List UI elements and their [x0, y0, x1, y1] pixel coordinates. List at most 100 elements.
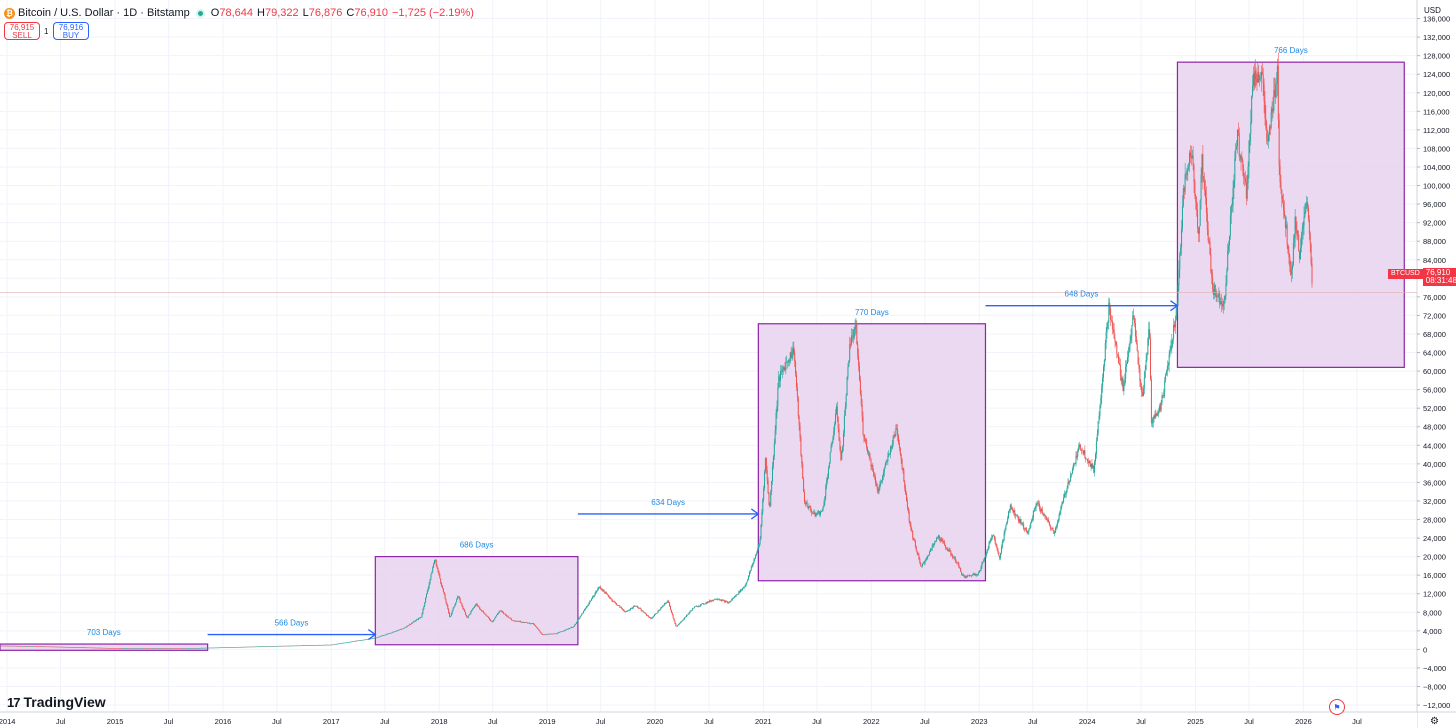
- candle-body: [294, 645, 296, 647]
- candle-body: [1071, 469, 1073, 474]
- candle-body: [1128, 344, 1130, 353]
- candle-body: [175, 648, 177, 649]
- price-tick-label: 92,000: [1423, 219, 1446, 228]
- candle-body: [1200, 174, 1202, 201]
- candle-body: [671, 612, 673, 615]
- candle-body: [446, 602, 448, 606]
- tradingview-logo[interactable]: 17 TradingView: [7, 693, 106, 711]
- currency-label[interactable]: USD: [1424, 6, 1441, 15]
- last-price-value: 76,910: [1425, 268, 1451, 277]
- us-flag-icon[interactable]: ⚑: [1329, 699, 1345, 715]
- price-tick-label: 88,000: [1423, 237, 1446, 246]
- candle-body: [547, 634, 549, 635]
- candle-body: [725, 601, 727, 602]
- candle-body: [276, 645, 278, 647]
- candle-body: [453, 606, 455, 609]
- candle-body: [259, 646, 261, 648]
- candle-body: [791, 354, 793, 358]
- candle-body: [1304, 211, 1306, 217]
- candle-body: [1188, 165, 1190, 170]
- candle-body: [1081, 450, 1083, 451]
- candle-body: [420, 617, 422, 618]
- candle-body: [1075, 455, 1077, 464]
- candle-body: [397, 630, 399, 631]
- candle-body: [1080, 448, 1082, 451]
- price-tick-label: 104,000: [1423, 163, 1450, 172]
- candle-body: [1201, 154, 1203, 175]
- price-tick-label: 12,000: [1423, 590, 1446, 599]
- time-axis[interactable]: 2014 Jul 2015 Jul 2016 Jul 2017 Jul 2018 Jul 2019 J…: [0, 711, 1456, 728]
- candle-body: [1105, 332, 1107, 344]
- candle-body: [419, 617, 421, 619]
- candle-body: [344, 642, 346, 644]
- candle-body: [718, 599, 720, 601]
- price-tick-label: 100,000: [1423, 182, 1450, 191]
- candle-body: [367, 638, 369, 640]
- candle-body: [176, 648, 178, 649]
- candle-body: [342, 642, 344, 644]
- candle-body: [260, 646, 262, 648]
- candle-body: [1246, 183, 1248, 199]
- candle-body: [789, 352, 791, 362]
- candle-body: [544, 634, 546, 636]
- candle-body: [157, 648, 159, 649]
- candle-body: [70, 647, 72, 648]
- symbol-title[interactable]: Bitcoin / U.S. Dollar · 1D · Bitstamp: [18, 7, 190, 19]
- candle-body: [586, 606, 588, 608]
- candle-body: [87, 647, 89, 649]
- candle-body: [3, 645, 5, 647]
- candle-body: [50, 646, 52, 648]
- candle-body: [449, 612, 451, 617]
- candle-body: [1291, 265, 1293, 270]
- candle-body: [603, 589, 605, 592]
- candle-body: [999, 555, 1001, 559]
- candle-body: [512, 620, 514, 621]
- candle-body: [396, 630, 398, 632]
- candle-body: [761, 512, 763, 525]
- candle-body: [212, 647, 214, 649]
- candle-body: [352, 641, 354, 642]
- candle-body: [1231, 205, 1233, 207]
- candle-body: [353, 641, 355, 642]
- candle-body: [413, 621, 415, 623]
- candle-body: [91, 647, 93, 649]
- candle-body: [301, 645, 303, 647]
- candle-body: [300, 645, 302, 647]
- candle-body: [577, 619, 579, 622]
- candle-body: [1230, 206, 1232, 216]
- candle-body: [1283, 202, 1285, 211]
- candle-body: [151, 648, 153, 649]
- candle-body: [1158, 411, 1160, 414]
- candle-body: [268, 646, 270, 647]
- candle-body: [211, 647, 213, 649]
- candle-body: [983, 560, 985, 562]
- price-axis[interactable]: −12,000−8,000−4,00004,0008,00012,00016,0…: [1416, 0, 1456, 728]
- candle-body: [269, 646, 271, 647]
- time-tick-label: 2014: [0, 717, 15, 726]
- sell-button[interactable]: 76,915 SELL: [4, 22, 40, 40]
- candle-body: [233, 647, 235, 648]
- candle-body: [1205, 190, 1207, 198]
- candle-body: [1131, 325, 1133, 336]
- candle-body: [831, 442, 833, 447]
- candle-body: [624, 611, 626, 613]
- candle-body: [659, 609, 661, 611]
- candle-body: [1247, 166, 1249, 184]
- candle-body: [21, 646, 23, 647]
- candle-body: [767, 480, 769, 493]
- candle-body: [701, 603, 703, 605]
- gear-icon[interactable]: ⚙: [1430, 716, 1439, 727]
- candle-body: [517, 621, 519, 622]
- buy-button[interactable]: 76,916 BUY: [53, 22, 89, 40]
- candle-body: [907, 507, 909, 512]
- candle-body: [858, 355, 860, 366]
- candle-body: [769, 504, 771, 506]
- candle-body: [83, 647, 85, 649]
- candle-body: [986, 549, 988, 554]
- candle-body: [667, 600, 669, 603]
- candle-body: [1060, 506, 1062, 512]
- candle-body: [693, 606, 695, 608]
- candle-body: [27, 646, 29, 647]
- candle-body: [904, 481, 906, 489]
